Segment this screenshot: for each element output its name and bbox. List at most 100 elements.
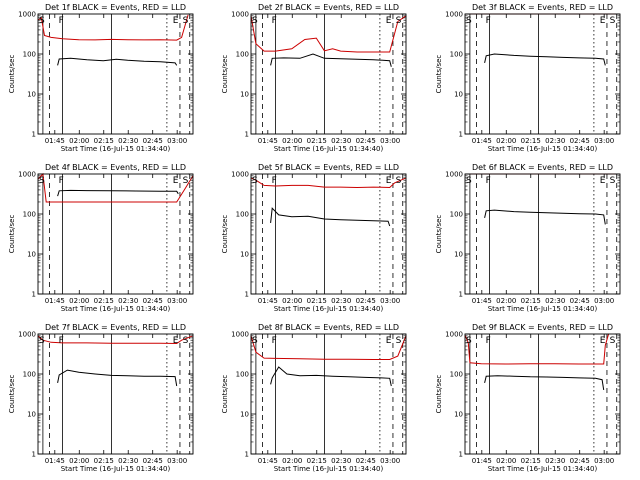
x-tick-label: 03:00 bbox=[380, 137, 400, 145]
x-tick-label: 02:45 bbox=[143, 297, 163, 305]
y-tick-label: 100 bbox=[450, 211, 463, 219]
x-tick-label: 02:15 bbox=[94, 297, 114, 305]
x-tick-label: 01:45 bbox=[258, 297, 278, 305]
x-tick-label: 01:45 bbox=[45, 297, 65, 305]
y-tick-label: 1000 bbox=[445, 171, 463, 179]
event-marker-label: S bbox=[610, 176, 616, 186]
event-marker-label: E bbox=[173, 336, 179, 346]
x-tick-label: 02:15 bbox=[521, 457, 541, 465]
y-tick-label: 1 bbox=[459, 291, 463, 299]
series-line-lld bbox=[37, 172, 194, 203]
event-marker-label: E bbox=[386, 336, 392, 346]
x-tick-label: 01:45 bbox=[45, 457, 65, 465]
y-tick-label: 1000 bbox=[445, 331, 463, 339]
y-tick-label: 1000 bbox=[231, 171, 249, 179]
x-tick-label: 03:00 bbox=[380, 457, 400, 465]
x-tick-label: 02:00 bbox=[496, 457, 516, 465]
x-tick-label: 02:15 bbox=[307, 457, 327, 465]
x-tick-label: 03:00 bbox=[380, 297, 400, 305]
chart-title: Det 2f BLACK = Events, RED = LLD bbox=[258, 3, 399, 12]
y-axis-label: Counts/sec bbox=[8, 55, 16, 94]
chart-title: Det 5f BLACK = Events, RED = LLD bbox=[258, 163, 399, 172]
y-tick-label: 1000 bbox=[18, 11, 36, 19]
x-tick-label: 02:30 bbox=[118, 137, 138, 145]
y-tick-label: 1 bbox=[245, 131, 249, 139]
x-tick-label: 02:30 bbox=[331, 297, 351, 305]
event-marker-label: E bbox=[386, 176, 392, 186]
y-tick-label: 1 bbox=[459, 131, 463, 139]
plot-frame bbox=[250, 173, 407, 295]
series-line-events bbox=[484, 53, 606, 66]
x-tick-label: 02:45 bbox=[356, 137, 376, 145]
event-marker-label: E bbox=[386, 16, 392, 26]
y-tick-label: 1000 bbox=[18, 331, 36, 339]
x-axis-label: Start Time (16-Jul-15 01:34:40) bbox=[488, 305, 598, 313]
x-tick-label: 02:30 bbox=[545, 297, 565, 305]
event-marker-label: S bbox=[252, 176, 258, 186]
y-tick-label: 1 bbox=[32, 451, 36, 459]
y-axis-label: Counts/sec bbox=[221, 55, 229, 94]
chart-panel-3: Det 3f BLACK = Events, RED = LLD 1 10 100 10… bbox=[435, 3, 621, 153]
series-line-lld bbox=[250, 15, 407, 53]
y-axis-label: Counts/sec bbox=[221, 375, 229, 414]
y-tick-label: 10 bbox=[27, 91, 36, 99]
y-tick-label: 1 bbox=[245, 451, 249, 459]
x-axis-label: Start Time (16-Jul-15 01:34:40) bbox=[488, 145, 598, 153]
x-tick-label: 01:45 bbox=[472, 137, 492, 145]
x-tick-label: 02:30 bbox=[545, 457, 565, 465]
y-tick-label: 100 bbox=[23, 51, 36, 59]
event-marker-label: F bbox=[272, 16, 277, 26]
event-marker-label: S bbox=[466, 336, 472, 346]
chart-panel-4: Det 4f BLACK = Events, RED = LLD 1 10 100 10… bbox=[8, 163, 194, 313]
x-axis-label: Start Time (16-Jul-15 01:34:40) bbox=[274, 305, 384, 313]
x-tick-label: 02:15 bbox=[521, 137, 541, 145]
event-marker-label: E bbox=[173, 16, 179, 26]
y-tick-label: 1 bbox=[459, 451, 463, 459]
x-tick-label: 02:30 bbox=[118, 297, 138, 305]
series-line-events bbox=[270, 366, 392, 387]
x-tick-label: 02:30 bbox=[331, 137, 351, 145]
y-tick-label: 10 bbox=[240, 251, 249, 259]
chart-panel-2: Det 2f BLACK = Events, RED = LLD 1 10 100 10… bbox=[221, 3, 407, 153]
series-line-events bbox=[57, 189, 179, 197]
event-marker-label: S bbox=[396, 176, 402, 186]
x-tick-label: 02:00 bbox=[69, 457, 89, 465]
series-line-lld bbox=[464, 333, 610, 365]
event-marker-label: F bbox=[59, 336, 64, 346]
x-tick-label: 02:15 bbox=[94, 457, 114, 465]
y-axis-label: Counts/sec bbox=[435, 215, 443, 254]
y-tick-label: 100 bbox=[23, 371, 36, 379]
y-tick-label: 10 bbox=[240, 411, 249, 419]
x-tick-label: 02:45 bbox=[356, 457, 376, 465]
event-marker-label: S bbox=[39, 176, 45, 186]
x-tick-label: 03:00 bbox=[167, 457, 187, 465]
chart-panel-1: Det 1f BLACK = Events, RED = LLD 1 10 100 10… bbox=[8, 3, 194, 153]
y-axis-label: Counts/sec bbox=[435, 55, 443, 94]
x-tick-label: 02:30 bbox=[331, 457, 351, 465]
event-marker-label: E bbox=[600, 176, 606, 186]
y-tick-label: 10 bbox=[454, 91, 463, 99]
event-marker-label: S bbox=[39, 16, 45, 26]
y-tick-label: 10 bbox=[27, 411, 36, 419]
series-line-events bbox=[57, 57, 178, 66]
chart-title: Det 9f BLACK = Events, RED = LLD bbox=[472, 323, 613, 332]
series-line-events bbox=[270, 53, 392, 67]
x-tick-label: 03:00 bbox=[594, 297, 614, 305]
y-axis-label: Counts/sec bbox=[221, 215, 229, 254]
event-marker-label: S bbox=[466, 16, 472, 26]
x-axis-label: Start Time (16-Jul-15 01:34:40) bbox=[61, 145, 171, 153]
plot-frame bbox=[464, 333, 621, 455]
y-tick-label: 10 bbox=[454, 251, 463, 259]
x-tick-label: 02:30 bbox=[118, 457, 138, 465]
plot-frame bbox=[250, 333, 407, 455]
chart-panel-8: Det 8f BLACK = Events, RED = LLD 1 10 100 10… bbox=[221, 323, 407, 473]
x-tick-label: 01:45 bbox=[258, 457, 278, 465]
y-tick-label: 1 bbox=[245, 291, 249, 299]
x-axis-label: Start Time (16-Jul-15 01:34:40) bbox=[274, 465, 384, 473]
y-tick-label: 10 bbox=[454, 411, 463, 419]
series-line-events bbox=[270, 207, 391, 227]
x-tick-label: 03:00 bbox=[594, 457, 614, 465]
x-tick-label: 02:30 bbox=[545, 137, 565, 145]
x-axis-label: Start Time (16-Jul-15 01:34:40) bbox=[274, 145, 384, 153]
